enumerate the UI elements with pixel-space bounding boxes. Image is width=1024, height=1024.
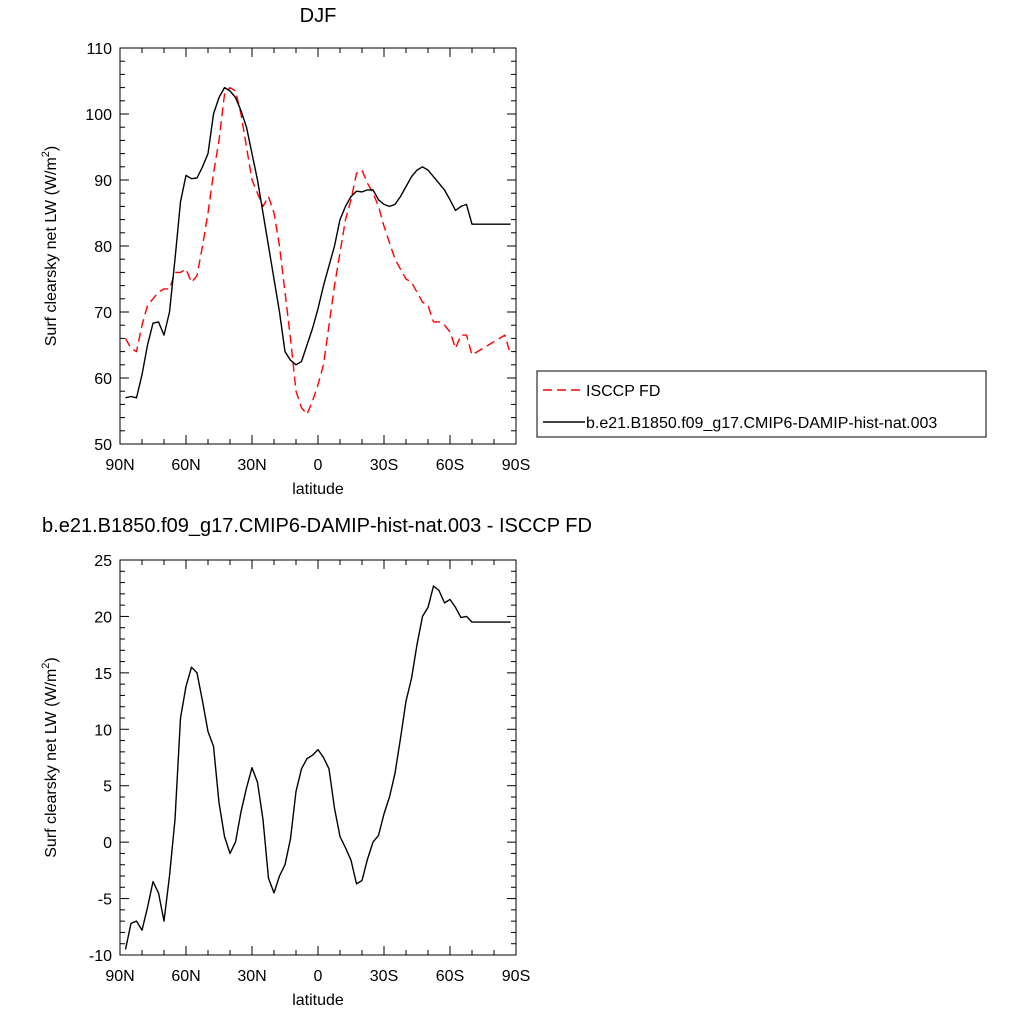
y-tick-label: 80 xyxy=(94,239,112,256)
x-axis-label: latitude xyxy=(292,992,344,1009)
x-tick-label: 60N xyxy=(171,457,200,474)
legend-box xyxy=(536,370,987,438)
y-axis-label-main: Surf clearsky net LW (W/m xyxy=(43,669,60,858)
legend-entry-1: ISCCP FD xyxy=(586,383,660,400)
y-tick-label: 70 xyxy=(94,305,112,322)
y-tick-label: 50 xyxy=(94,437,112,454)
y-tick-label: 100 xyxy=(85,107,112,124)
x-tick-label: 30S xyxy=(370,968,398,985)
y-axis-label-main: Surf clearsky net LW (W/m xyxy=(43,157,60,346)
y-tick-label: 5 xyxy=(103,779,112,796)
y-axis-label-close: ) xyxy=(43,657,60,662)
y-tick-label: 15 xyxy=(94,666,112,683)
y-tick-label: 60 xyxy=(94,371,112,388)
y-tick-label: 20 xyxy=(94,609,112,626)
plot-frame xyxy=(119,559,517,956)
legend-entry-2: b.e21.B1850.f09_g17.CMIP6-DAMIP-hist-nat… xyxy=(586,415,937,432)
y-axis-label-close: ) xyxy=(43,146,60,151)
x-tick-label: 30N xyxy=(237,457,266,474)
y-tick-label: 110 xyxy=(86,41,112,58)
y-tick-label: -10 xyxy=(89,948,112,965)
series-line-2 xyxy=(125,86,511,399)
legend: ISCCP FD b.e21.B1850.f09_g17.CMIP6-DAMIP-… xyxy=(536,370,987,438)
chart-djf: DJF 90N 60N 30N 0 30S 60S 90S 50 60 70 80 90 100 110 la… xyxy=(40,5,987,498)
x-tick-label: 90N xyxy=(105,968,134,985)
x-tick-label: 0 xyxy=(314,968,323,985)
y-axis-label: Surf clearsky net LW (W/m2) xyxy=(40,657,60,858)
x-tick-label: 90S xyxy=(502,968,530,985)
y-tick-label: 10 xyxy=(94,722,112,739)
series-line-1 xyxy=(124,86,512,415)
y-axis-label: Surf clearsky net LW (W/m2) xyxy=(40,146,60,347)
chart-title: b.e21.B1850.f09_g17.CMIP6-DAMIP-hist-nat… xyxy=(42,515,592,537)
chart-title: DJF xyxy=(300,5,337,27)
y-tick-label: -5 xyxy=(98,892,112,909)
y-tick-label: 0 xyxy=(103,835,112,852)
chart-difference: b.e21.B1850.f09_g17.CMIP6-DAMIP-hist-nat… xyxy=(40,515,592,1009)
x-tick-label: 0 xyxy=(314,457,323,474)
x-tick-label: 60N xyxy=(171,968,200,985)
y-tick-label: 90 xyxy=(94,173,112,190)
x-tick-label: 60S xyxy=(436,968,464,985)
x-tick-label: 90N xyxy=(105,457,134,474)
x-tick-label: 30S xyxy=(370,457,398,474)
x-axis-label: latitude xyxy=(292,481,344,498)
y-axis-label-superscript: 2 xyxy=(40,151,52,157)
x-tick-label: 30N xyxy=(237,968,266,985)
y-tick-label: 25 xyxy=(94,553,112,570)
y-axis-label-superscript: 2 xyxy=(40,663,52,669)
x-tick-label: 90S xyxy=(502,457,530,474)
series-line-1 xyxy=(124,585,511,950)
x-tick-label: 60S xyxy=(436,457,464,474)
